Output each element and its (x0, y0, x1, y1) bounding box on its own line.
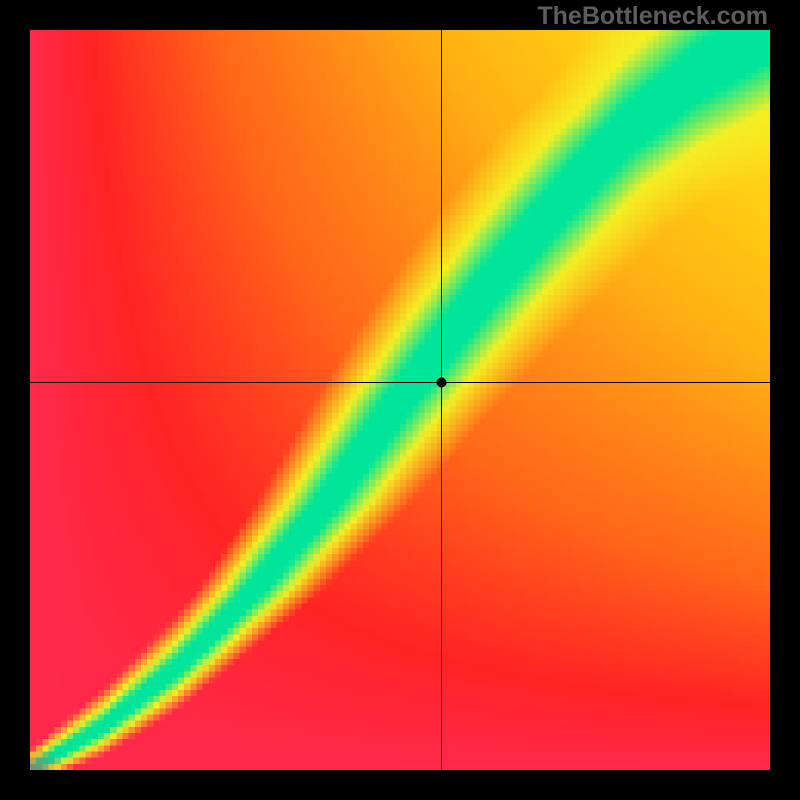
watermark-text: TheBottleneck.com (537, 2, 768, 31)
crosshair-overlay (30, 30, 770, 770)
chart-container: { "canvas": { "outer_size_px": 800, "bor… (0, 0, 800, 800)
